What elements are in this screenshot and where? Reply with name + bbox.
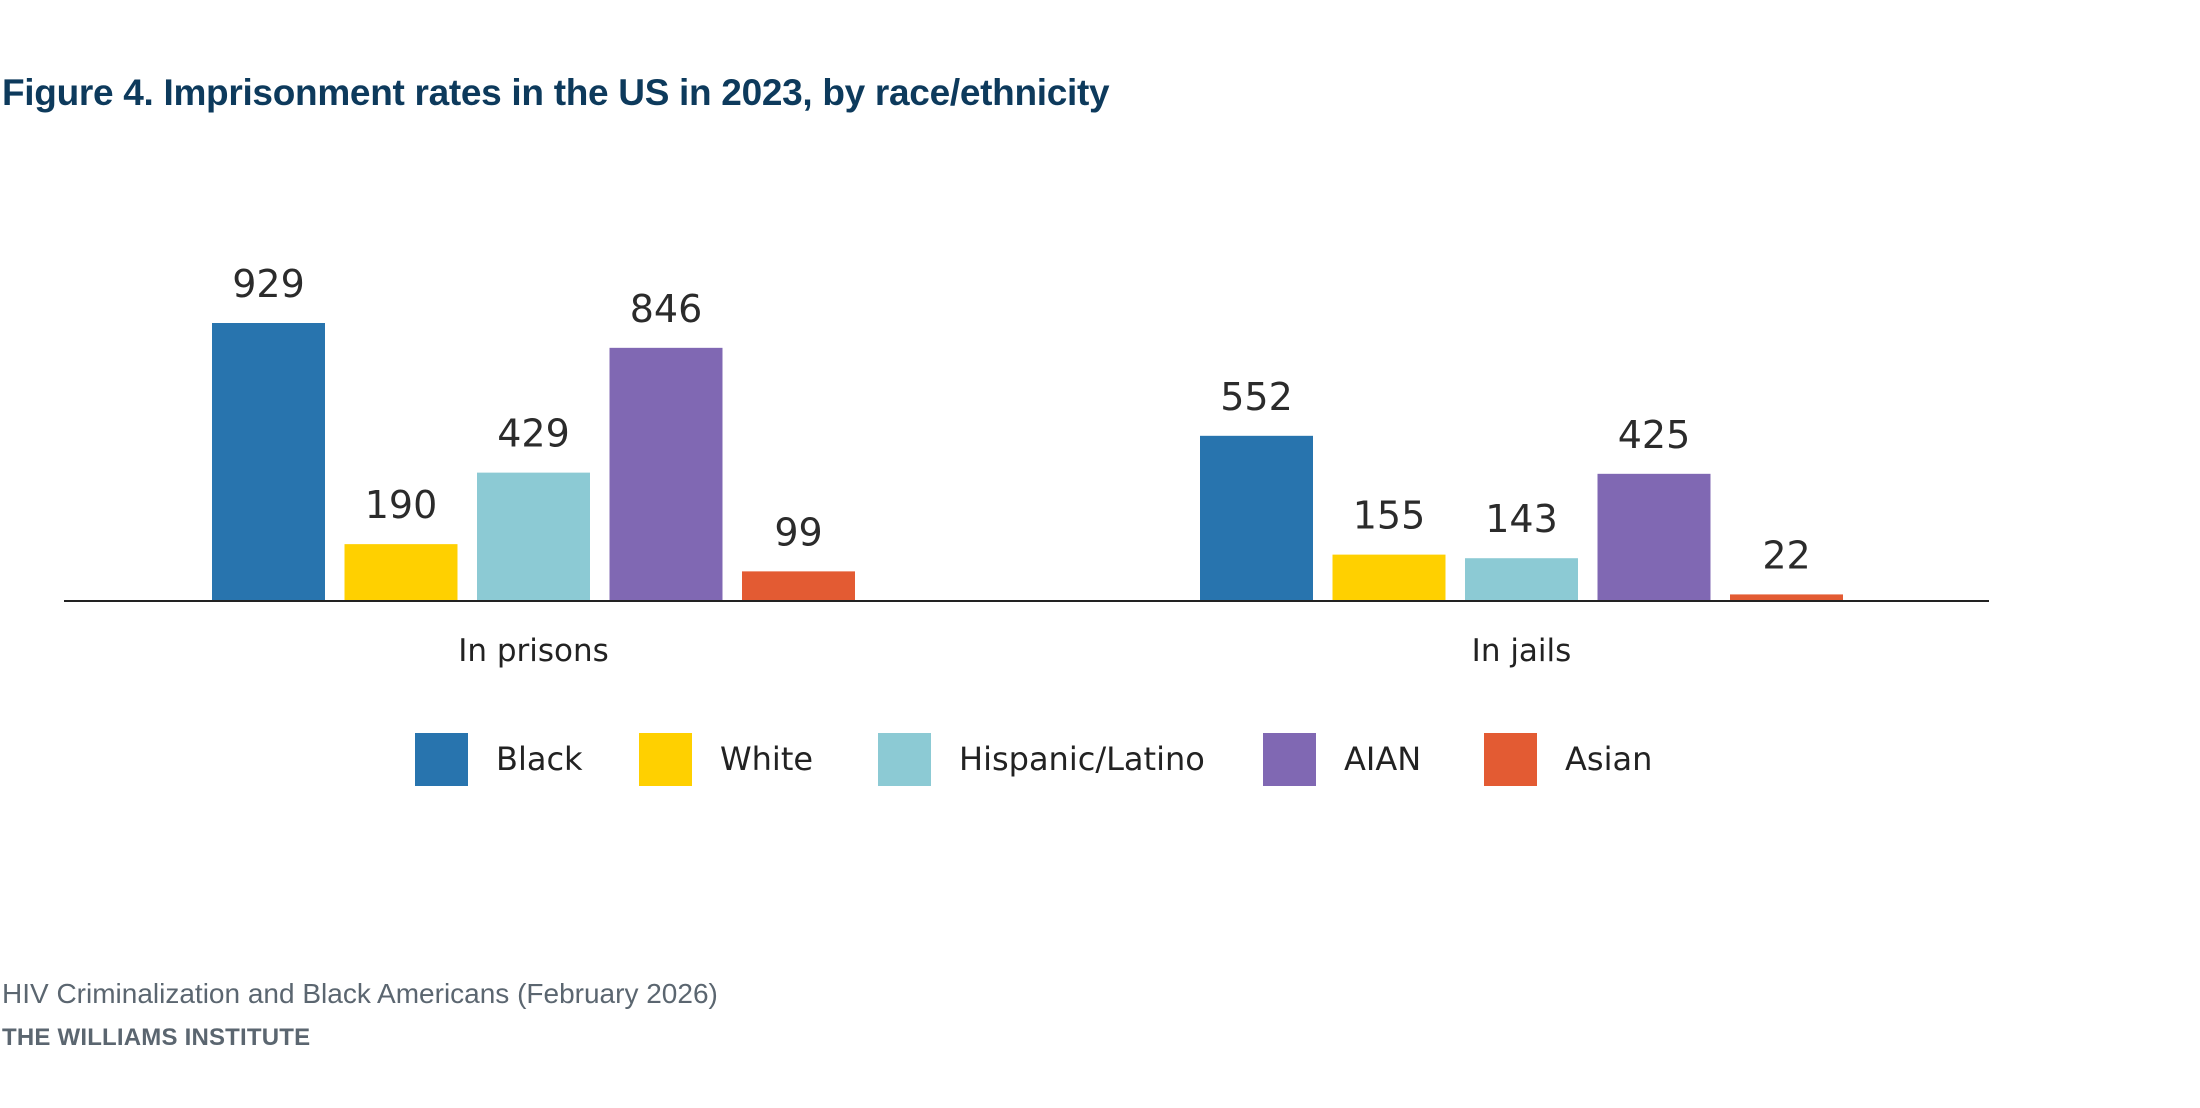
- data-label: 846: [630, 287, 703, 331]
- data-label: 929: [232, 262, 305, 306]
- bar-black-in-prisons: [212, 323, 325, 601]
- data-label: 552: [1220, 375, 1293, 419]
- bar-aian-in-jails: [1597, 473, 1711, 601]
- bar-white-in-prisons: [344, 544, 458, 601]
- bar-asian-in-prisons: [742, 571, 855, 601]
- legend-swatch: [878, 732, 931, 786]
- legend-swatch: [1263, 732, 1316, 786]
- legend-item: Asian: [1484, 732, 1652, 786]
- bar-black-in-jails: [1200, 435, 1313, 601]
- bars-layer: [212, 323, 1843, 601]
- legend-label: Asian: [1565, 740, 1653, 778]
- legend-item: AIAN: [1263, 732, 1421, 786]
- bar-aian-in-prisons: [609, 347, 723, 601]
- category-label: In jails: [1472, 633, 1572, 669]
- legend-item: Black: [415, 732, 583, 786]
- legend-label: White: [720, 740, 814, 778]
- data-labels-layer: 929 190 429 846 99 552 155 143 425 22: [232, 262, 1810, 577]
- category-labels-layer: In prisons In jails: [458, 633, 1571, 669]
- footer-organization: THE WILLIAMS INSTITUTE: [2, 1024, 311, 1051]
- legend-swatch: [639, 732, 692, 786]
- data-label: 22: [1762, 533, 1810, 577]
- legend-label: Hispanic/Latino: [959, 740, 1205, 778]
- chart-title: Figure 4. Imprisonment rates in the US i…: [2, 72, 1110, 113]
- legend-swatch: [1484, 732, 1537, 786]
- category-label: In prisons: [458, 633, 609, 669]
- legend-swatch: [415, 732, 468, 786]
- data-label: 429: [497, 412, 570, 456]
- legend-label: AIAN: [1344, 740, 1422, 778]
- data-label: 155: [1353, 494, 1426, 538]
- bar-asian-in-jails: [1730, 594, 1843, 601]
- legend-label: Black: [496, 740, 583, 778]
- data-label: 99: [774, 510, 822, 554]
- bar-hispanic-latino-in-jails: [1465, 558, 1578, 601]
- bar-hispanic-latino-in-prisons: [477, 472, 590, 601]
- legend-item: Hispanic/Latino: [878, 732, 1205, 786]
- data-label: 143: [1485, 497, 1558, 541]
- legend-item: White: [639, 732, 813, 786]
- bar-white-in-jails: [1332, 554, 1446, 601]
- data-label: 425: [1618, 413, 1691, 457]
- data-label: 190: [365, 483, 438, 527]
- footer-source: HIV Criminalization and Black Americans …: [2, 978, 718, 1009]
